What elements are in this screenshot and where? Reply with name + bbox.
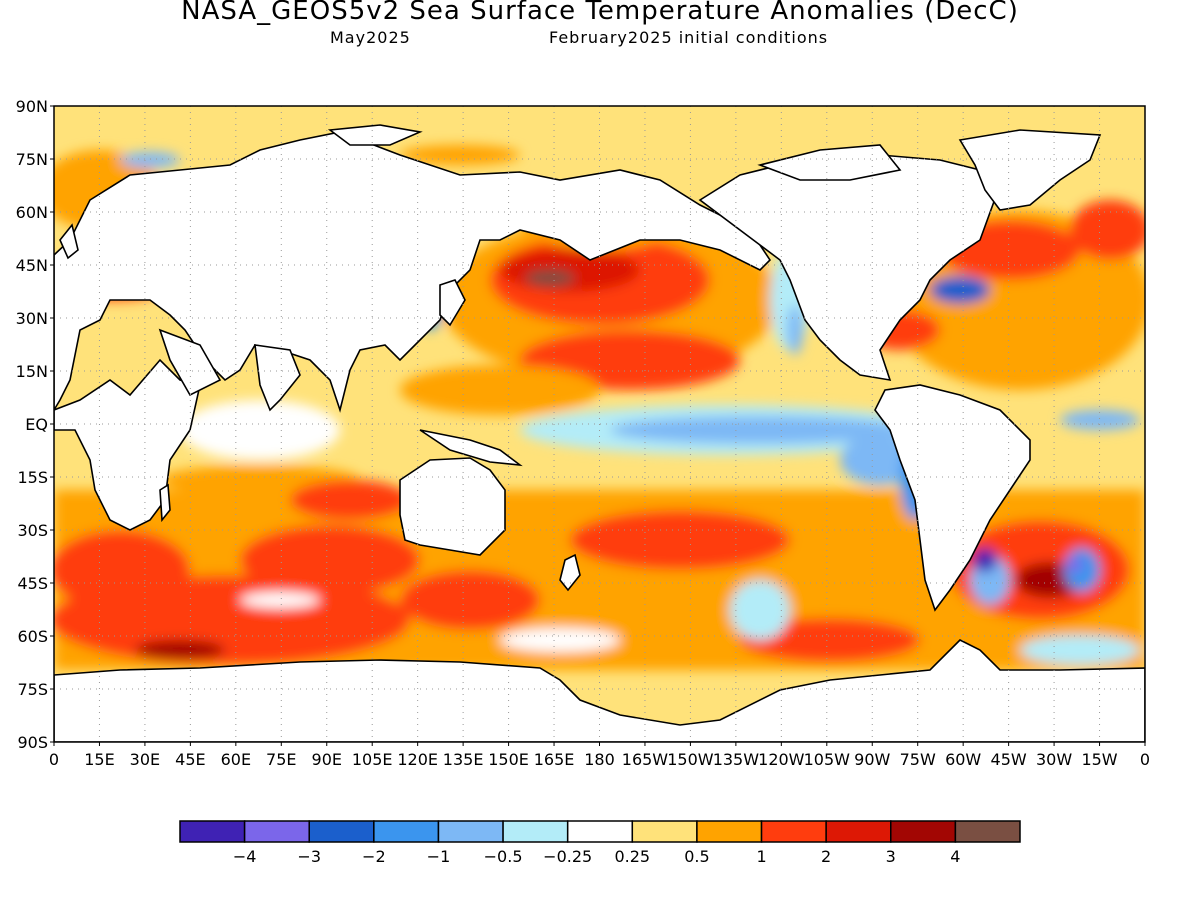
latitude-labels: 90N 75N 60N 45N 30N 15N EQ 15S 30S 45S 60S 75S 90S — [16, 97, 54, 752]
lon-label: 135W — [713, 750, 760, 769]
forecast-month: May2025 — [330, 28, 411, 47]
legend-label: 2 — [821, 847, 831, 866]
initial-conditions: February2025 initial conditions — [549, 28, 829, 47]
lat-label: 90S — [17, 733, 48, 752]
map-title: NASA_GEOS5v2 Sea Surface Temperature Ano… — [181, 0, 1019, 26]
legend-label: −4 — [233, 847, 257, 866]
legend-swatch — [502, 820, 569, 843]
lon-label: 120W — [758, 750, 805, 769]
lat-label: 75S — [17, 680, 48, 699]
legend-label: 0.5 — [684, 847, 709, 866]
legend-swatch — [825, 820, 892, 843]
legend-swatch — [179, 820, 246, 843]
legend-swatch — [308, 820, 375, 843]
longitude-labels: 0 15E 30E 45E 60E 75E 90E 105E 120E 135E 150E 165E 1… — [49, 742, 1150, 769]
legend-label: −1 — [427, 847, 451, 866]
lon-label: 30E — [130, 750, 160, 769]
lat-label: 75N — [16, 150, 48, 169]
legend-swatch — [760, 820, 827, 843]
lat-label: 45N — [16, 256, 48, 275]
legend-label: 3 — [886, 847, 896, 866]
lon-label: 105E — [352, 750, 393, 769]
legend-label: 4 — [950, 847, 960, 866]
lon-label: 75W — [900, 750, 936, 769]
legend-swatch — [437, 820, 504, 843]
legend-label: −2 — [362, 847, 386, 866]
lon-label: 60W — [945, 750, 981, 769]
lon-label: 30W — [1036, 750, 1072, 769]
lon-label: 15W — [1081, 750, 1117, 769]
legend-swatch — [890, 820, 957, 843]
legend-label: −0.5 — [484, 847, 523, 866]
color-legend: −4 −3 −2 −1 −0.5 −0.25 0.25 0.5 1 2 3 4 — [179, 820, 1021, 866]
continents — [54, 124, 1145, 742]
legend-label: 1 — [756, 847, 766, 866]
lon-label: 75E — [266, 750, 296, 769]
lat-label: 60S — [17, 627, 48, 646]
lon-label: 45W — [991, 750, 1027, 769]
lon-label: 150W — [667, 750, 714, 769]
lon-label: 165E — [534, 750, 575, 769]
lat-label: 15S — [17, 468, 48, 487]
lat-label: 90N — [16, 97, 48, 116]
lon-label: 150E — [488, 750, 529, 769]
lat-label: 60N — [16, 203, 48, 222]
lon-label: 120E — [397, 750, 438, 769]
legend-label: 0.25 — [614, 847, 650, 866]
lat-lon-grid — [54, 106, 1145, 742]
lon-label: 105W — [804, 750, 851, 769]
lon-label: 180 — [584, 750, 615, 769]
legend-swatch — [243, 820, 310, 843]
legend-swatch — [631, 820, 698, 843]
lon-label: 90W — [854, 750, 890, 769]
lon-label: 0 — [49, 750, 59, 769]
lat-label: EQ — [25, 415, 48, 434]
legend-label: −0.25 — [543, 847, 592, 866]
lon-label: 15E — [84, 750, 114, 769]
lat-label: 45S — [17, 574, 48, 593]
legend-swatch — [566, 820, 634, 843]
lon-label: 45E — [175, 750, 205, 769]
lon-label: 0 — [1140, 750, 1150, 769]
legend-swatch — [954, 820, 1021, 843]
legend-swatch — [373, 820, 440, 843]
legend-swatch — [696, 820, 763, 843]
lat-label: 15N — [16, 362, 48, 381]
lon-label: 90E — [312, 750, 342, 769]
legend-label: −3 — [297, 847, 321, 866]
lat-label: 30S — [17, 521, 48, 540]
lon-label: 165W — [622, 750, 669, 769]
lat-label: 30N — [16, 309, 48, 328]
lon-label: 135E — [443, 750, 484, 769]
lon-label: 60E — [221, 750, 251, 769]
